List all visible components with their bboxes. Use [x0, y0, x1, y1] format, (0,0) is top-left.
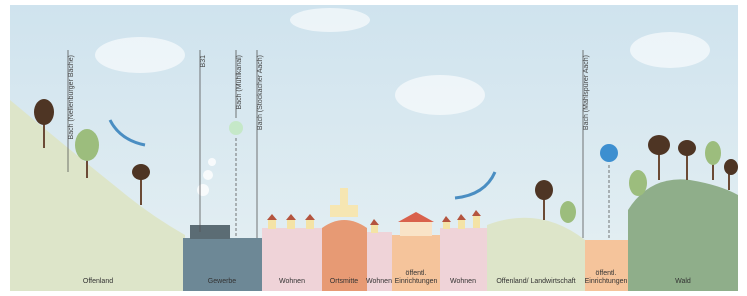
- zone-label: Wald: [675, 278, 691, 285]
- zone-label: Einrichtungen: [585, 278, 628, 285]
- zone-label: Ortsmitte: [330, 278, 358, 285]
- zone-label: Gewerbe: [208, 278, 237, 285]
- zone-label: Einrichtungen: [395, 278, 438, 285]
- stream-label: B31: [200, 55, 207, 68]
- zone-label: Offenland: [83, 278, 113, 285]
- zone-label: Wohnen: [366, 278, 392, 285]
- icon: [229, 121, 243, 135]
- zone-label: öffentl.: [406, 270, 427, 277]
- zone-label: Offenland/ Landwirtschaft: [496, 278, 575, 285]
- landscape-section: Bach (Nellenburger Bäche) B31 Bach (Mühlka…: [0, 0, 747, 296]
- stream-label: Bach (Mahlspürer Aach): [583, 55, 590, 130]
- zone-label: Wohnen: [279, 278, 305, 285]
- stream-label: Bach (Mühlkanal): [236, 55, 243, 109]
- icon: [600, 144, 618, 162]
- stream-label: Bach (Stockacher Aach): [257, 55, 264, 130]
- zone-label: Wohnen: [450, 278, 476, 285]
- zone-label: öffentl.: [596, 270, 617, 277]
- stream-label: Bach (Nellenburger Bäche): [68, 55, 75, 139]
